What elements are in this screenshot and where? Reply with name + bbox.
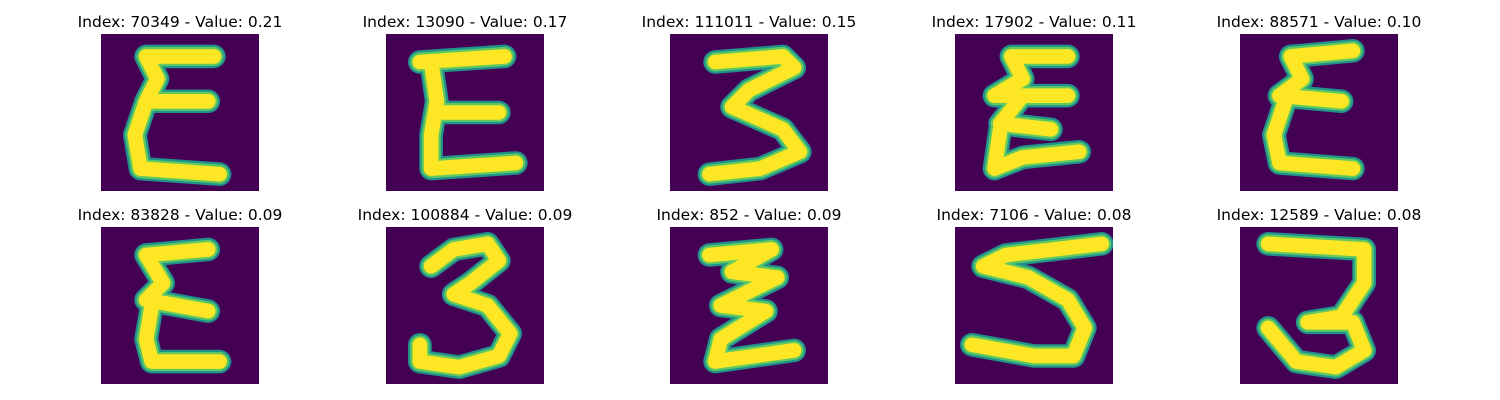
panel-title: Index: 7106 - Value: 0.08 — [936, 206, 1132, 224]
panel-3: Index: 111011 - Value: 0.15 — [599, 10, 899, 200]
digit-image-3 — [670, 34, 828, 191]
panel-title: Index: 100884 - Value: 0.09 — [357, 206, 573, 224]
panel-title: Index: 83828 - Value: 0.09 — [77, 206, 283, 224]
panel-title: Index: 13090 - Value: 0.17 — [362, 13, 568, 31]
panel-title: Index: 852 - Value: 0.09 — [656, 206, 842, 224]
panel-7: Index: 100884 - Value: 0.09 — [315, 203, 615, 393]
panel-4: Index: 17902 - Value: 0.11 — [884, 10, 1184, 200]
digit-image-epsilon — [101, 227, 259, 384]
panel-2: Index: 13090 - Value: 0.17 — [315, 10, 615, 200]
digit-image-epsilon — [101, 34, 259, 191]
digit-image-3 — [386, 227, 544, 384]
digit-image-epsilon — [1240, 34, 1398, 191]
digit-image-5 — [955, 227, 1113, 384]
digit-image-3 — [1240, 227, 1398, 384]
panel-9: Index: 7106 - Value: 0.08 — [884, 203, 1184, 393]
panel-5: Index: 88571 - Value: 0.10 — [1169, 10, 1469, 200]
digit-image-zigzag-epsilon — [955, 34, 1113, 191]
digit-image-e — [386, 34, 544, 191]
panel-title: Index: 17902 - Value: 0.11 — [931, 13, 1137, 31]
panel-1: Index: 70349 - Value: 0.21 — [30, 10, 330, 200]
panel-title: Index: 70349 - Value: 0.21 — [77, 13, 283, 31]
panel-title: Index: 88571 - Value: 0.10 — [1216, 13, 1422, 31]
panel-title: Index: 111011 - Value: 0.15 — [641, 13, 857, 31]
panel-6: Index: 83828 - Value: 0.09 — [30, 203, 330, 393]
panel-title: Index: 12589 - Value: 0.08 — [1216, 206, 1422, 224]
digit-image-zigzag-z — [670, 227, 828, 384]
panel-8: Index: 852 - Value: 0.09 — [599, 203, 899, 393]
panel-10: Index: 12589 - Value: 0.08 — [1169, 203, 1469, 393]
